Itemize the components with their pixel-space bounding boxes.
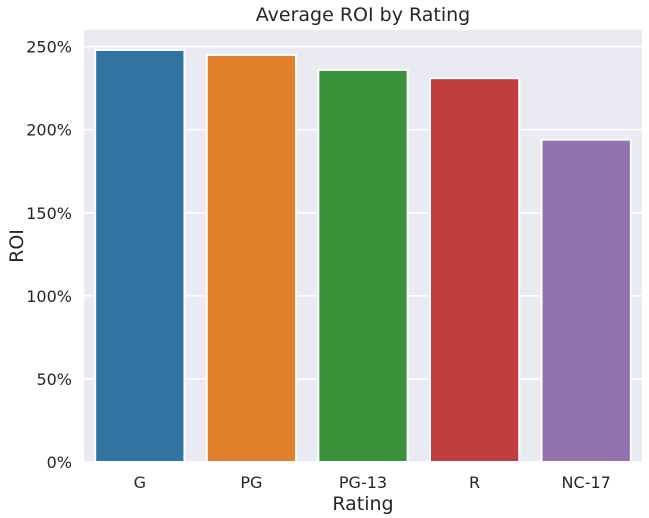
bar-pg (205, 53, 298, 464)
x-tick-label: R (469, 473, 480, 492)
x-tick-labels: G PG PG-13 R NC-17 (134, 473, 611, 492)
bar-pg-13 (317, 68, 409, 463)
y-tick-label: 150% (26, 204, 72, 223)
x-tick-label: NC-17 (562, 473, 611, 492)
y-tick-labels: 0% 50% 100% 150% 200% 250% (26, 38, 72, 472)
x-tick-label: PG (240, 473, 262, 492)
x-tick-label: G (134, 473, 146, 492)
bar-r (428, 77, 521, 464)
x-tick-label: PG-13 (339, 473, 387, 492)
bars (94, 48, 632, 464)
chart-title: Average ROI by Rating (256, 4, 470, 26)
y-tick-label: 200% (26, 121, 72, 140)
x-axis-label: Rating (332, 493, 393, 515)
y-tick-label: 250% (26, 38, 72, 57)
bar-g (94, 48, 186, 463)
y-axis-label: ROI (6, 229, 28, 263)
y-tick-label: 100% (26, 287, 72, 306)
y-tick-label: 0% (47, 453, 72, 472)
y-tick-label: 50% (36, 370, 72, 389)
bar-nc-17 (540, 138, 632, 464)
